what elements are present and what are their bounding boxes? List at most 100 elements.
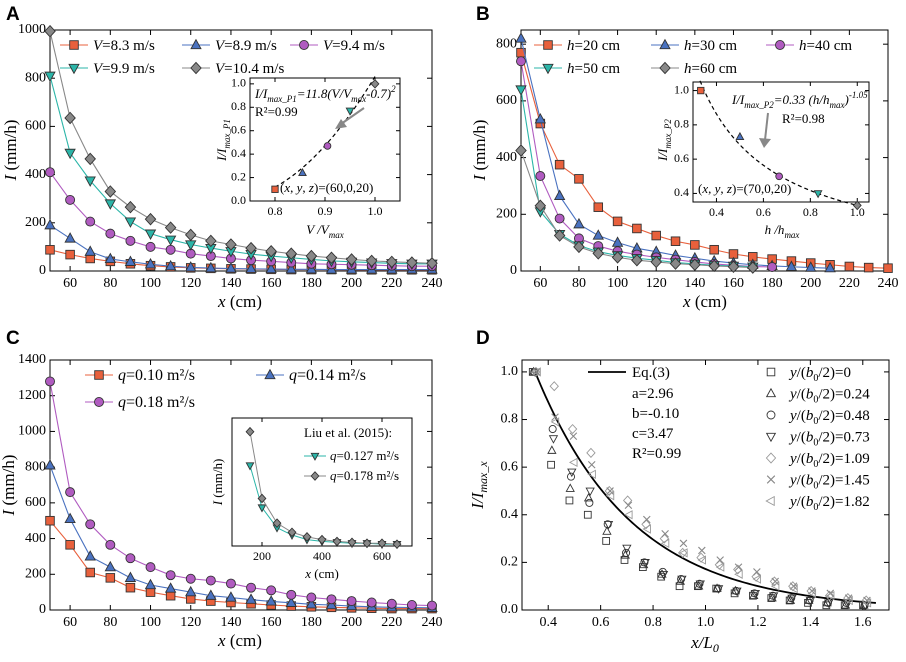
c-xtick-label: 240 (422, 615, 443, 630)
b-xtick-label: 240 (878, 276, 899, 291)
c-ytick-label: 400 (25, 531, 46, 546)
b-series-2-point (554, 213, 565, 224)
b-inset-point (697, 86, 705, 95)
a-series-4-point (184, 228, 197, 242)
panel-c-letter: C (6, 328, 20, 349)
d-series-3-point (750, 589, 760, 599)
b-series-4-point (611, 251, 624, 264)
a-series-4-point (325, 251, 338, 264)
d-series-1-point (749, 590, 759, 600)
b-series-4-point (650, 255, 662, 269)
d-series-6-point (660, 538, 670, 549)
panel-d: 0.4 0.6 0.8 1.0 1.2 1.4 1.6 0.0 0.2 0.4 0.6 0.8 1.0 D… (468, 328, 890, 655)
c-series-1-point (285, 596, 297, 607)
d-series-1-point (657, 569, 667, 578)
c-series-0-point (45, 515, 55, 526)
c-series-1-point (225, 591, 237, 602)
b-xtick-label: 80 (572, 276, 586, 291)
a-series-4-point (44, 24, 56, 38)
d-legend-marker (765, 387, 777, 398)
c-axes-frame (49, 359, 433, 611)
d-series-6-point (770, 581, 780, 591)
d-series-0-point (547, 460, 555, 469)
d-legend-marker (766, 410, 776, 420)
c-inset-legend-label: q=0.178 m²/s (330, 468, 399, 483)
d-series-1-point (583, 492, 594, 502)
b-legend-marker (542, 63, 554, 75)
d-series-3-point (787, 594, 797, 604)
b-legend-label: h=40 cm (799, 38, 852, 54)
c-inset-series-1-point (362, 538, 372, 549)
a-xtick-label: 160 (261, 276, 282, 291)
c-legend-marker (94, 397, 104, 407)
d-series-3-point (622, 544, 632, 554)
d-series-3-point (713, 585, 724, 594)
a-axes-frame (49, 29, 433, 272)
d-series-3-point (695, 580, 705, 589)
b-xtick-label: 140 (684, 276, 705, 291)
d-series-3-point (824, 599, 834, 609)
d-series-5-point (624, 501, 633, 510)
d-series-5-point (587, 460, 596, 469)
a-series-1-point (124, 255, 137, 266)
d-series-1-point (804, 595, 814, 604)
c-series-2-point (246, 582, 257, 593)
d-series-0-point (675, 582, 684, 591)
b-series-4-point (727, 260, 740, 274)
b-inset-xtick-label: 0.6 (756, 205, 771, 219)
b-series-2-point (516, 56, 526, 67)
c-ytick-label: 1400 (18, 352, 46, 367)
d-legend-marker (765, 432, 777, 443)
a-y-axis-label: I (mm/h) (1, 120, 20, 182)
a-series-4-point (84, 152, 96, 166)
b-legend: h=20 cm h=30 cm h=40 cm h=50 cm h=60 cm (534, 38, 852, 77)
c-inset-series-1-point (245, 426, 255, 437)
d-xtick-label: 1.2 (749, 615, 767, 630)
a-series-1-point (245, 262, 257, 273)
c-series-2-point (386, 598, 397, 609)
a-inset-ytick-label: 1.0 (231, 76, 246, 90)
d-series-6-point (642, 524, 651, 534)
b-inset-arrow-shaft (764, 112, 769, 141)
b-series-1-point (573, 217, 585, 229)
a-series-4-point (426, 257, 438, 270)
b-inset-y-label: I/Imax_P2 (655, 119, 673, 162)
b-series-0-point (593, 202, 604, 212)
c-xtick-label: 60 (63, 615, 77, 630)
a-inset-arrow-shaft (340, 107, 365, 125)
a-series-1-point (144, 257, 157, 269)
d-legend-label: y/(b0/2)=1.45 (788, 473, 870, 492)
a-series-1-point (265, 262, 277, 274)
a-inset-ytick-label: 0.0 (231, 193, 246, 207)
c-legend-label: q=0.10 m²/s (118, 367, 195, 384)
d-series-6-point (715, 562, 725, 572)
d-series-3-point (677, 575, 687, 585)
d-legend-marker (766, 367, 776, 377)
panel-a: 60 80 100 120 140 160 180 200 220 240 0 200 400 600 80… (1, 4, 443, 311)
b-inset-axes-frame (692, 81, 870, 203)
b-legend-marker (775, 40, 785, 50)
b-inset-point (813, 190, 823, 199)
a-inset-xtick-label: 0.9 (318, 204, 333, 218)
c-series-2-point (286, 589, 297, 600)
d-fit-param: b=-0.10 (632, 406, 679, 422)
d-series-4-point (586, 447, 596, 458)
b-series-0-point (709, 244, 719, 255)
d-series-5-point (551, 413, 559, 421)
c-inset-xtick-label: 200 (253, 549, 271, 563)
a-legend-label: V=9.9 m/s (93, 61, 155, 77)
a-series-3-point (124, 217, 137, 228)
c-series-0-point (145, 587, 156, 597)
c-series-1-line (49, 465, 433, 609)
b-inset-coords: (x, y, z)=(70,0,20) (698, 181, 791, 196)
c-inset-series-1-point (317, 534, 327, 545)
b-ytick-label: 400 (496, 150, 517, 165)
b-series-0-point (632, 223, 642, 234)
c-series-1-point (164, 582, 177, 593)
d-series-5-point (734, 563, 743, 571)
c-inset-series-1-point (302, 532, 312, 542)
d-series-3-point (603, 520, 614, 530)
d-legend-marker (766, 475, 776, 484)
b-legend-marker (543, 40, 553, 50)
a-series-4-point (104, 185, 117, 198)
